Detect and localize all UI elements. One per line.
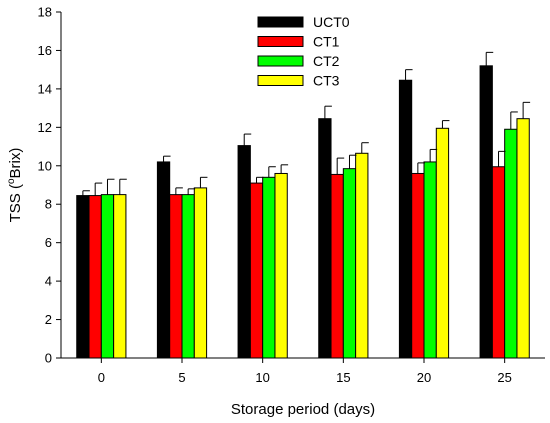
y-tick-label: 16 xyxy=(38,43,52,58)
bar-ct3-20 xyxy=(435,127,450,359)
x-tick-label: 0 xyxy=(98,370,105,385)
x-tick-label: 5 xyxy=(178,370,185,385)
axes-layer xyxy=(60,12,545,359)
bar-ct2-0 xyxy=(100,194,115,359)
bar-ct1-5 xyxy=(169,194,183,359)
legend-label-ct2: CT2 xyxy=(313,53,340,69)
legend-swatch-ct3 xyxy=(257,75,304,86)
bar-ct3-15 xyxy=(355,152,369,359)
y-axis-title-superscript: o xyxy=(6,178,17,184)
y-ticks: 0 2 4 6 8 10 12 14 16 18 xyxy=(38,5,61,366)
bar-ct1-0 xyxy=(88,195,102,359)
bar-ct3-5 xyxy=(193,187,208,359)
x-tick-label: 10 xyxy=(255,370,269,385)
y-tick-label: 2 xyxy=(45,312,52,327)
bar-uct0-20 xyxy=(398,79,413,359)
y-tick-label: 14 xyxy=(38,81,52,96)
x-tick-label: 20 xyxy=(417,370,431,385)
bar-ct3-0 xyxy=(113,194,127,359)
bar-uct0-5 xyxy=(156,161,171,359)
x-ticks: 0 5 10 15 20 25 xyxy=(98,358,512,385)
bars-layer xyxy=(76,65,530,359)
legend: UCT0 CT1 CT2 CT3 xyxy=(257,14,350,89)
bar-ct2-20 xyxy=(423,161,437,359)
y-tick-label: 12 xyxy=(38,120,52,135)
bar-ct2-15 xyxy=(342,168,357,359)
x-tick-label: 15 xyxy=(336,370,350,385)
legend-swatch-uct0 xyxy=(257,16,304,28)
bar-ct3-10 xyxy=(274,172,288,359)
bar-uct0-0 xyxy=(76,195,90,359)
error-bars-layer xyxy=(82,51,531,196)
bar-ct1-10 xyxy=(249,182,264,359)
y-tick-label: 8 xyxy=(45,197,52,212)
y-tick-label: 0 xyxy=(45,351,52,366)
legend-label-ct3: CT3 xyxy=(313,73,340,89)
legend-label-ct1: CT1 xyxy=(313,34,340,50)
y-axis-title-prefix: TSS ( xyxy=(7,184,24,222)
bar-uct0-25 xyxy=(479,65,493,359)
y-tick-label: 18 xyxy=(38,5,52,20)
bar-ct2-25 xyxy=(504,128,518,359)
x-tick-label: 25 xyxy=(497,370,511,385)
y-tick-label: 6 xyxy=(45,235,52,250)
y-axis-title-suffix: Brix) xyxy=(7,148,24,179)
bar-uct0-10 xyxy=(237,145,251,359)
x-axis-title: Storage period (days) xyxy=(231,401,375,418)
legend-label-uct0: UCT0 xyxy=(313,14,350,30)
bar-ct1-15 xyxy=(330,173,344,359)
bar-uct0-15 xyxy=(318,118,332,359)
legend-swatch-ct1 xyxy=(257,36,304,47)
bar-ct1-20 xyxy=(411,172,425,359)
y-axis-title: TSS (oBrix) xyxy=(6,148,24,223)
legend-swatch-ct2 xyxy=(257,55,304,67)
bar-ct1-25 xyxy=(491,166,506,359)
y-tick-label: 4 xyxy=(45,274,52,289)
bar-ct2-5 xyxy=(181,194,195,359)
bar-ct3-25 xyxy=(516,118,530,359)
y-tick-label: 10 xyxy=(38,158,52,173)
bar-ct2-10 xyxy=(262,176,276,359)
